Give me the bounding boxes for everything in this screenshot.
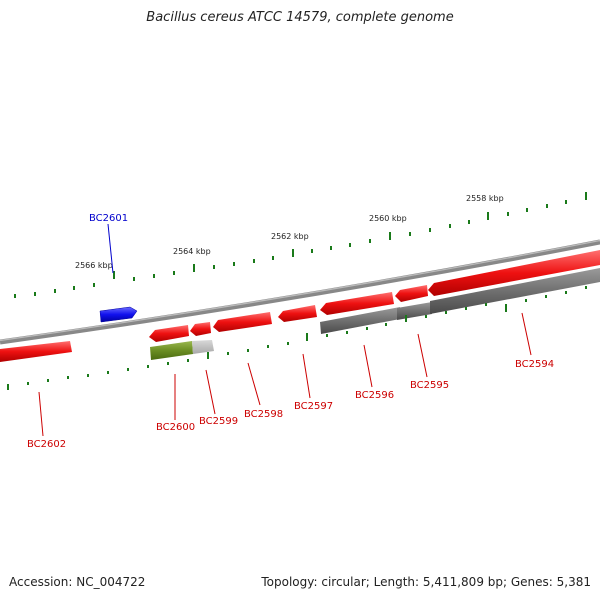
gene-bc2602[interactable] xyxy=(0,341,72,362)
gene-label-bc2595[interactable]: BC2595 xyxy=(410,380,449,391)
leader-bc2599 xyxy=(205,369,216,415)
gene-bc2595[interactable] xyxy=(395,285,428,302)
map-title: Bacillus cereus ATCC 14579, complete gen… xyxy=(146,10,454,25)
gene-bc2594[interactable] xyxy=(428,250,600,296)
leader-bc2594 xyxy=(521,312,532,356)
ruler-label: 2566 kbp xyxy=(75,261,113,270)
ruler-label: 2562 kbp xyxy=(271,232,309,241)
gene-label-bc2602[interactable]: BC2602 xyxy=(27,439,66,450)
gene-bc2600-feature[interactable] xyxy=(150,341,193,360)
gene-bc2597[interactable] xyxy=(278,305,317,322)
leader-bc2598 xyxy=(247,362,261,406)
label-leaders xyxy=(38,223,532,437)
gene-label-bc2600[interactable]: BC2600 xyxy=(156,422,195,433)
genome-backbone-highlight xyxy=(0,239,600,342)
leader-bc2596 xyxy=(363,344,373,388)
leader-bc2595 xyxy=(417,333,428,378)
gene-label-bc2598[interactable]: BC2598 xyxy=(244,409,283,420)
gene-bc2599[interactable] xyxy=(190,322,211,336)
outer-ruler-ticks xyxy=(14,192,587,298)
ruler-label: 2560 kbp xyxy=(369,214,407,223)
genome-backbone xyxy=(0,239,600,345)
inner-ruler-ticks xyxy=(7,286,587,390)
gene-label-bc2596[interactable]: BC2596 xyxy=(355,390,394,401)
gene-bc2594-shadow xyxy=(430,268,600,314)
gene-bc2600-feature-end xyxy=(192,340,214,354)
gene-bc2596-shadow xyxy=(320,307,400,334)
gene-bc2598[interactable] xyxy=(213,312,272,332)
ruler-label: 2564 kbp xyxy=(173,247,211,256)
leader-bc2601 xyxy=(107,223,114,274)
gene-bc2596[interactable] xyxy=(320,292,394,315)
ruler-label: 2558 kbp xyxy=(466,194,504,203)
gene-label-bc2599[interactable]: BC2599 xyxy=(199,416,238,427)
gene-bc2601[interactable] xyxy=(99,306,138,323)
accession-text: Accession: NC_004722 xyxy=(9,575,146,589)
gene-label-bc2597[interactable]: BC2597 xyxy=(294,401,333,412)
leader-bc2602 xyxy=(38,391,44,437)
gene-label-bc2594[interactable]: BC2594 xyxy=(515,359,554,370)
topology-text: Topology: circular; Length: 5,411,809 bp… xyxy=(261,575,591,589)
gene-label-bc2601[interactable]: BC2601 xyxy=(89,213,128,224)
leader-bc2597 xyxy=(302,353,311,399)
gene-bc2600-arrow[interactable] xyxy=(149,325,189,342)
